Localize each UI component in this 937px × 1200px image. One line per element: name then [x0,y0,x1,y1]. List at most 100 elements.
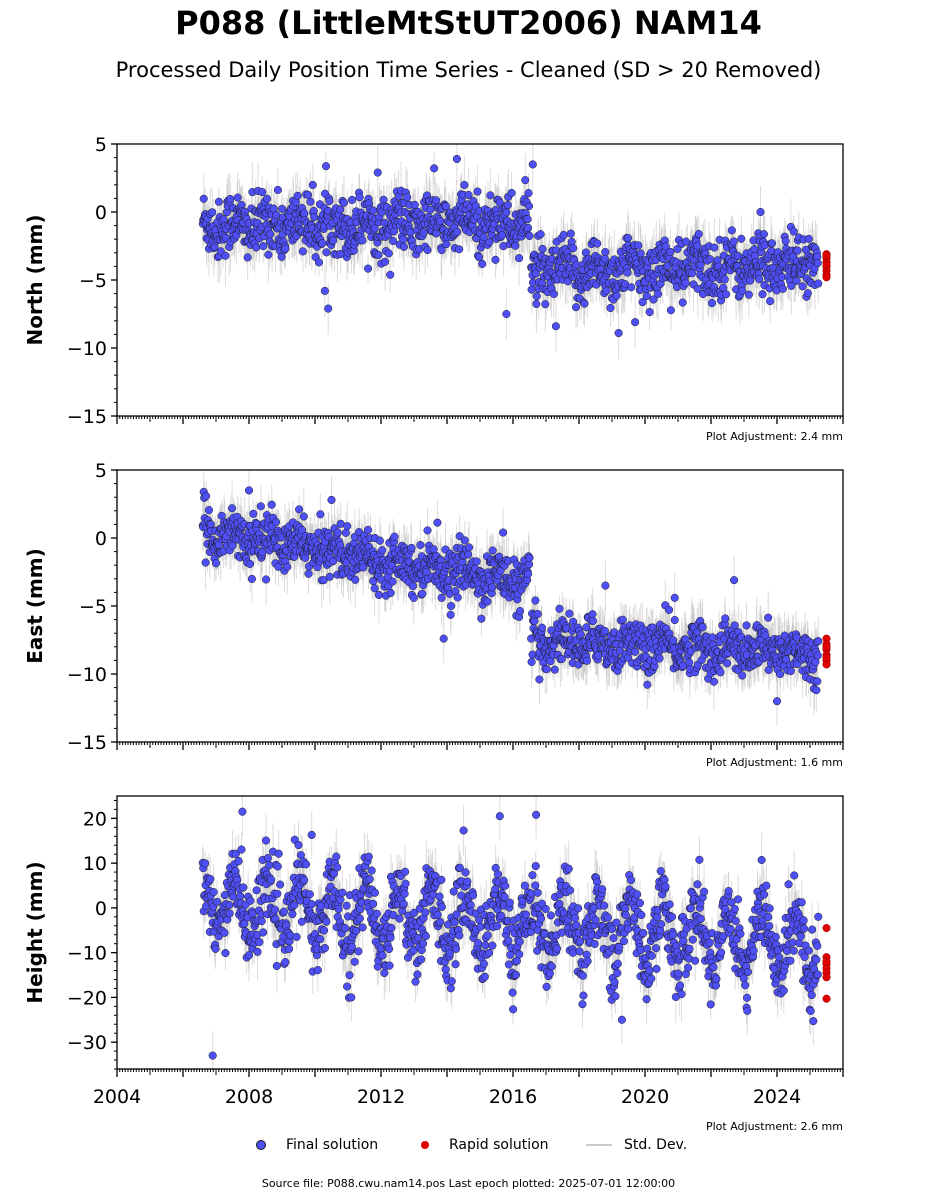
east-final-point [351,575,360,584]
north-final-point [298,247,307,256]
north-final-point [474,253,484,262]
east-final-point [267,500,276,509]
north-final-point [515,254,524,263]
north-final-point [531,269,540,278]
north-final-point [602,286,611,295]
east-final-point [299,512,308,521]
north-final-point [766,297,775,306]
north-final-point [606,303,615,313]
east-final-point [465,543,474,552]
north-final-point [787,281,796,290]
east-final-point [204,506,213,515]
north-final-point [792,276,801,285]
north-final-point [478,259,487,268]
east-final-point [375,536,384,545]
east-final-point [390,532,399,541]
north-final-point [403,193,412,202]
north-ytick-label: 5 [95,134,107,156]
east-final-point [374,590,383,599]
east-final-point [418,589,427,598]
north-final-point [214,197,223,206]
east-final-point [325,572,334,581]
east-final-point [271,517,281,527]
north-final-point [252,243,261,252]
north-final-point [491,255,500,264]
east-final-point [531,596,540,605]
north-final-point [694,229,703,239]
east-final-point [370,584,379,593]
north-final-point [645,308,654,317]
east-final-point [516,607,525,616]
north-final-point [281,244,290,253]
north-ytick-label: −5 [79,270,107,292]
north-final-point [627,283,636,292]
north-final-point [208,208,217,217]
north-final-point [266,230,275,239]
north-final-point [759,230,768,239]
north-rapid-point [822,273,831,282]
north-final-point [661,242,670,251]
north-final-point [532,292,541,301]
east-final-point [256,502,265,511]
north-final-point [324,304,333,313]
north-final-point [233,193,242,202]
north-std-dev-bars [202,144,819,360]
north-final-point [431,196,441,205]
north-final-point [460,180,469,190]
north-final-point [738,286,747,295]
north-final-point [273,185,282,195]
north-final-point [321,162,331,171]
north-final-point [264,250,273,259]
north-final-point [339,198,349,207]
north-final-point [441,202,450,211]
north-final-point [243,253,252,262]
north-final-point [803,289,812,298]
north-final-point [571,303,581,312]
north-final-point [486,191,495,200]
east-final-point [408,582,417,591]
north-final-point [363,264,373,273]
east-final-point [228,504,237,513]
east-final-point [416,540,425,550]
east-final-point [488,546,497,555]
north-final-point [370,224,379,233]
east-final-point [247,574,256,583]
north-final-point [219,215,228,224]
north-final-point [262,194,272,203]
north-rapid-point [822,251,831,260]
north-ytick-label: 0 [95,202,107,224]
east-final-point [341,528,350,537]
east-final-point [249,509,258,518]
north-final-point [399,242,408,251]
north-final-point [566,229,575,238]
east-final-point [363,525,373,534]
north-final-point [277,252,286,261]
east-final-point [488,583,497,592]
north-final-point [527,285,536,294]
east-final-point [477,614,486,623]
north-rapid-point [822,261,831,270]
east-final-point [550,665,559,674]
north-final-point [642,292,651,301]
north-final-point [293,191,302,200]
east-final-point [201,558,210,567]
east-final-point [258,548,267,557]
north-final-point [308,180,317,190]
north-final-point [678,298,687,307]
north-final-point [521,176,530,185]
east-final-point [527,657,536,667]
north-final-point [485,238,494,247]
north-final-point [649,295,658,304]
east-final-point [542,665,551,674]
east-final-point [211,559,221,568]
north-final-point [804,234,813,243]
north-final-point [778,284,787,293]
east-final-point [464,550,473,559]
north-final-point [278,204,287,213]
east-final-point [283,562,292,571]
north-final-point [389,236,398,246]
north-final-point [612,291,621,300]
north-final-point [384,249,393,258]
north-final-point [399,235,408,244]
